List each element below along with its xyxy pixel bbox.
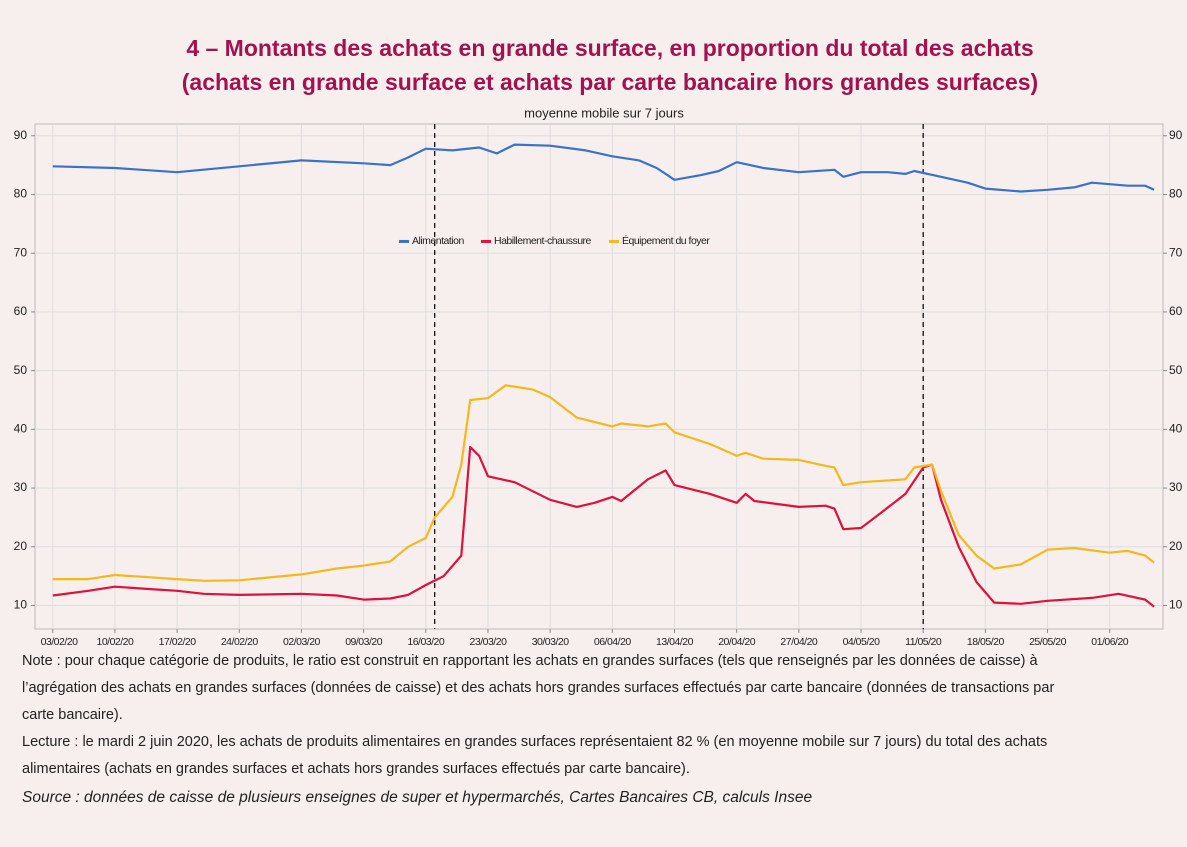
source: Source : données de caisse de plusieurs … (22, 789, 813, 806)
note-line: alimentaires (achats en grandes surfaces… (22, 761, 690, 777)
y-tick-label: 90 (14, 128, 28, 142)
legend-label: Alimentation (412, 235, 464, 247)
x-tick-label: 11/05/20 (905, 636, 942, 648)
x-tick-label: 24/02/20 (221, 636, 259, 648)
y-tick-label: 30 (14, 480, 28, 494)
x-tick-label: 13/04/20 (656, 636, 694, 648)
chart: 4 – Montants des achats en grande surfac… (10, 10, 1187, 650)
x-tick-label: 03/02/20 (41, 636, 79, 648)
y-tick-label: 40 (14, 422, 28, 436)
y2-tick-label: 30 (1169, 480, 1183, 494)
x-tick-label: 10/02/20 (96, 636, 134, 648)
y2-tick-label: 10 (1169, 598, 1183, 612)
series-line (52, 445, 1155, 608)
y-tick-label: 20 (14, 539, 28, 553)
note-line: carte bancaire). (22, 707, 123, 723)
x-tick-label: 16/03/20 (407, 636, 445, 648)
chart-subtitle: moyenne mobile sur 7 jours (524, 105, 684, 120)
x-tick-label: 18/05/20 (967, 636, 1005, 648)
x-tick-label: 27/04/20 (780, 636, 818, 648)
note-line: Note : pour chaque catégorie de produits… (22, 653, 1038, 669)
x-tick-label: 01/06/20 (1091, 636, 1129, 648)
y-tick-label: 80 (14, 187, 28, 201)
y2-tick-label: 80 (1169, 187, 1183, 201)
chart-title: (achats en grande surface et achats par … (182, 69, 1038, 95)
chart-background (10, 10, 1187, 650)
x-tick-label: 09/03/20 (345, 636, 383, 648)
x-tick-label: 25/05/20 (1029, 636, 1067, 648)
x-tick-label: 04/05/20 (843, 636, 881, 648)
x-tick-label: 02/03/20 (283, 636, 321, 648)
y-tick-label: 50 (14, 363, 28, 377)
y2-tick-label: 20 (1169, 539, 1183, 553)
note-line: Lecture : le mardi 2 juin 2020, les acha… (22, 734, 1048, 750)
legend-label: Équipement du foyer (622, 234, 710, 247)
y-tick-label: 70 (14, 245, 28, 259)
series-line (52, 143, 1155, 193)
y2-tick-label: 90 (1169, 128, 1183, 142)
chart-title: 4 – Montants des achats en grande surfac… (186, 35, 1033, 61)
y-tick-label: 60 (14, 304, 28, 318)
x-tick-label: 30/03/20 (532, 636, 570, 648)
x-tick-label: 20/04/20 (718, 636, 756, 648)
y2-tick-label: 70 (1169, 245, 1183, 259)
y2-tick-label: 40 (1169, 422, 1183, 436)
x-tick-label: 17/02/20 (159, 636, 197, 648)
x-tick-label: 23/03/20 (470, 636, 508, 648)
y2-tick-label: 50 (1169, 363, 1183, 377)
y-tick-label: 10 (14, 598, 28, 612)
x-tick-label: 06/04/20 (594, 636, 632, 648)
legend-label: Habillement-chaussure (494, 235, 592, 247)
note-line: l’agrégation des achats en grandes surfa… (22, 680, 1055, 696)
series-line (52, 384, 1155, 582)
y2-tick-label: 60 (1169, 304, 1183, 318)
plot-frame (34, 123, 1164, 630)
